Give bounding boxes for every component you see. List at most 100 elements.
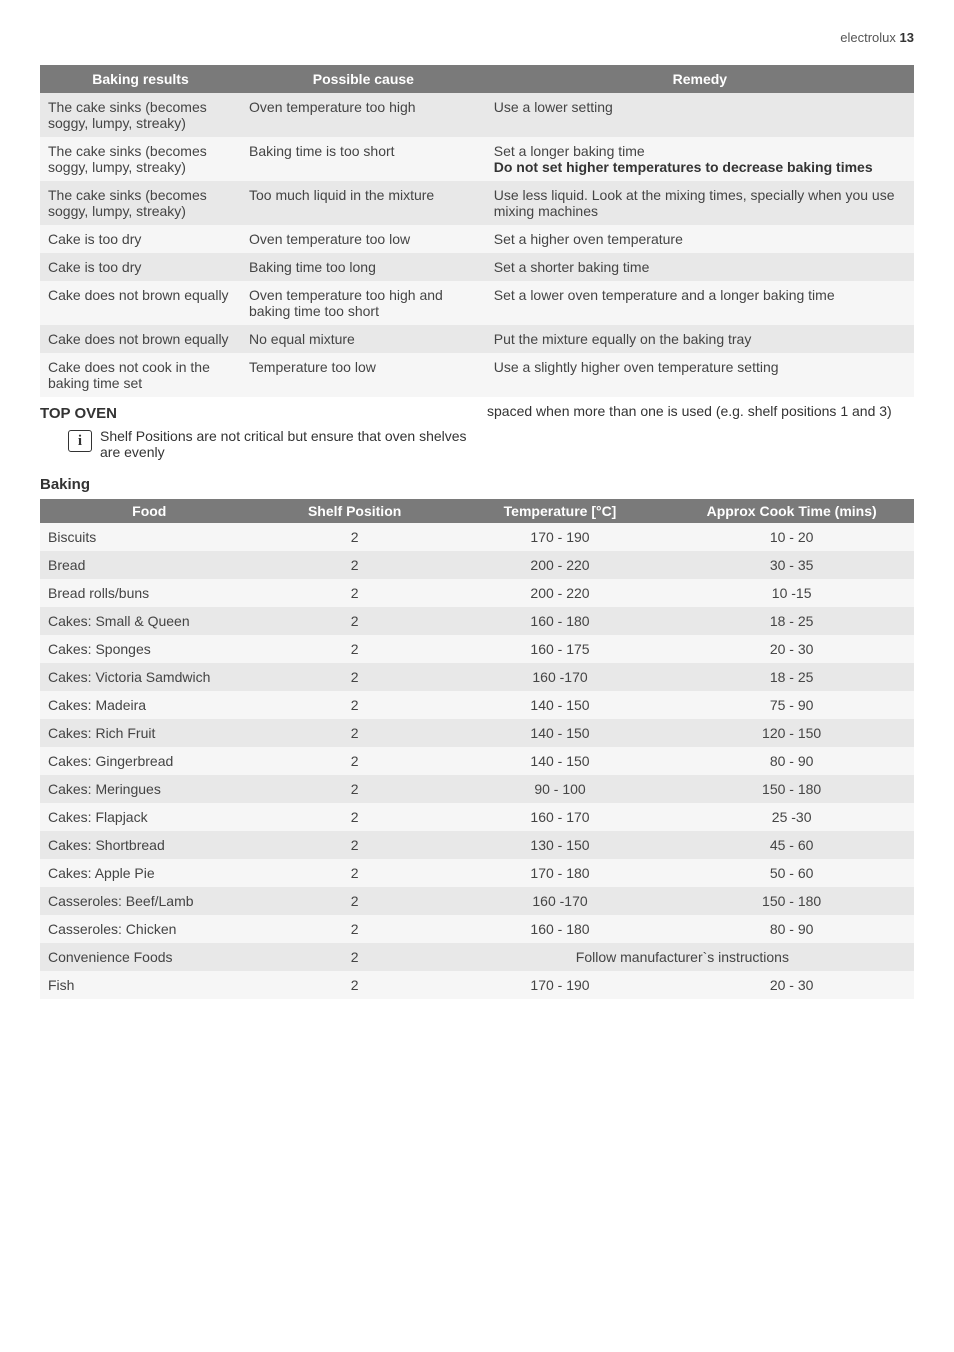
cell-result: Cake does not brown equally — [40, 281, 241, 325]
cell-time: 20 - 30 — [669, 971, 914, 999]
cell-shelf: 2 — [259, 887, 451, 915]
cell-result: The cake sinks (becomes soggy, lumpy, st… — [40, 137, 241, 181]
th-temp: Temperature [°C] — [451, 499, 670, 523]
table-row: Cakes: Shortbread2130 - 15045 - 60 — [40, 831, 914, 859]
page-number: 13 — [900, 30, 914, 45]
cell-result: The cake sinks (becomes soggy, lumpy, st… — [40, 93, 241, 137]
cell-remedy: Use a lower setting — [486, 93, 914, 137]
cell-cause: Too much liquid in the mixture — [241, 181, 486, 225]
cell-time: 120 - 150 — [669, 719, 914, 747]
cell-temp: 160 - 180 — [451, 607, 670, 635]
cell-time: 10 -15 — [669, 579, 914, 607]
cell-temp: 140 - 150 — [451, 747, 670, 775]
cell-result: Cake is too dry — [40, 225, 241, 253]
cell-shelf: 2 — [259, 775, 451, 803]
cell-shelf: 2 — [259, 635, 451, 663]
cell-temp: 200 - 220 — [451, 551, 670, 579]
cell-shelf: 2 — [259, 691, 451, 719]
brand-text: electrolux — [840, 30, 896, 45]
cell-time: 45 - 60 — [669, 831, 914, 859]
cell-temp: 160 - 180 — [451, 915, 670, 943]
cell-time: 10 - 20 — [669, 523, 914, 551]
table-row: Cake does not brown equallyOven temperat… — [40, 281, 914, 325]
table-row: Cakes: Small & Queen2160 - 18018 - 25 — [40, 607, 914, 635]
cell-temp: 140 - 150 — [451, 691, 670, 719]
cell-time: 80 - 90 — [669, 915, 914, 943]
cell-temp: 200 - 220 — [451, 579, 670, 607]
table-row: Cake is too dryBaking time too longSet a… — [40, 253, 914, 281]
cell-result: Cake is too dry — [40, 253, 241, 281]
cell-temp: 170 - 190 — [451, 971, 670, 999]
cell-remedy: Use less liquid. Look at the mixing time… — [486, 181, 914, 225]
cell-time: 18 - 25 — [669, 607, 914, 635]
cell-temp: 160 -170 — [451, 887, 670, 915]
cell-shelf: 2 — [259, 523, 451, 551]
cell-cause: Baking time too long — [241, 253, 486, 281]
cell-time: 80 - 90 — [669, 747, 914, 775]
cell-temp: 130 - 150 — [451, 831, 670, 859]
cell-food: Cakes: Shortbread — [40, 831, 259, 859]
cell-temp: 170 - 180 — [451, 859, 670, 887]
cell-remedy: Set a lower oven temperature and a longe… — [486, 281, 914, 325]
cell-food: Cakes: Apple Pie — [40, 859, 259, 887]
cell-shelf: 2 — [259, 607, 451, 635]
table-row: Cakes: Meringues290 - 100150 - 180 — [40, 775, 914, 803]
cell-cause: Temperature too low — [241, 353, 486, 397]
cell-cause: Oven temperature too high and baking tim… — [241, 281, 486, 325]
cell-time: 50 - 60 — [669, 859, 914, 887]
cell-remedy: Put the mixture equally on the baking tr… — [486, 325, 914, 353]
cell-temp-span: Follow manufacturer`s instructions — [451, 943, 914, 971]
th-food: Food — [40, 499, 259, 523]
table-row: Cakes: Victoria Samdwich2160 -17018 - 25 — [40, 663, 914, 691]
table-row: Fish2170 - 19020 - 30 — [40, 971, 914, 999]
th-baking-results: Baking results — [40, 65, 241, 93]
cell-time: 75 - 90 — [669, 691, 914, 719]
cell-food: Bread rolls/buns — [40, 579, 259, 607]
cell-food: Cakes: Victoria Samdwich — [40, 663, 259, 691]
cell-remedy: Set a higher oven temperature — [486, 225, 914, 253]
page-header: electrolux 13 — [40, 30, 914, 45]
cell-shelf: 2 — [259, 915, 451, 943]
cell-food: Cakes: Sponges — [40, 635, 259, 663]
cell-food: Cakes: Rich Fruit — [40, 719, 259, 747]
info-icon: i — [68, 430, 92, 452]
table-row: The cake sinks (becomes soggy, lumpy, st… — [40, 93, 914, 137]
table-row: Cakes: Madeira2140 - 15075 - 90 — [40, 691, 914, 719]
table-row: Cakes: Gingerbread2140 - 15080 - 90 — [40, 747, 914, 775]
cell-time: 18 - 25 — [669, 663, 914, 691]
cell-shelf: 2 — [259, 943, 451, 971]
cell-time: 150 - 180 — [669, 775, 914, 803]
cell-shelf: 2 — [259, 747, 451, 775]
cell-result: Cake does not brown equally — [40, 325, 241, 353]
cell-remedy: Set a shorter baking time — [486, 253, 914, 281]
table-row: Convenience Foods2Follow manufacturer`s … — [40, 943, 914, 971]
cell-temp: 160 -170 — [451, 663, 670, 691]
cell-shelf: 2 — [259, 551, 451, 579]
table-row: Cakes: Flapjack2160 - 17025 -30 — [40, 803, 914, 831]
cell-cause: Oven temperature too high — [241, 93, 486, 137]
cell-temp: 140 - 150 — [451, 719, 670, 747]
cell-result: The cake sinks (becomes soggy, lumpy, st… — [40, 181, 241, 225]
th-shelf: Shelf Position — [259, 499, 451, 523]
cell-time: 25 -30 — [669, 803, 914, 831]
table-row: Bread2200 - 22030 - 35 — [40, 551, 914, 579]
table-row: Cakes: Rich Fruit2140 - 150120 - 150 — [40, 719, 914, 747]
th-possible-cause: Possible cause — [241, 65, 486, 93]
table-row: Cakes: Sponges2160 - 17520 - 30 — [40, 635, 914, 663]
table-row: Biscuits2170 - 19010 - 20 — [40, 523, 914, 551]
cell-food: Biscuits — [40, 523, 259, 551]
cell-shelf: 2 — [259, 579, 451, 607]
cell-food: Cakes: Small & Queen — [40, 607, 259, 635]
cell-time: 30 - 35 — [669, 551, 914, 579]
baking-title: Baking — [40, 476, 914, 493]
cell-temp: 170 - 190 — [451, 523, 670, 551]
cell-food: Convenience Foods — [40, 943, 259, 971]
top-oven-title: TOP OVEN — [40, 405, 477, 422]
cell-food: Cakes: Gingerbread — [40, 747, 259, 775]
th-time: Approx Cook Time (mins) — [669, 499, 914, 523]
cell-time: 20 - 30 — [669, 635, 914, 663]
cell-remedy: Use a slightly higher oven temperature s… — [486, 353, 914, 397]
table-row: Casseroles: Chicken2160 - 18080 - 90 — [40, 915, 914, 943]
cell-temp: 160 - 175 — [451, 635, 670, 663]
cell-food: Cakes: Flapjack — [40, 803, 259, 831]
